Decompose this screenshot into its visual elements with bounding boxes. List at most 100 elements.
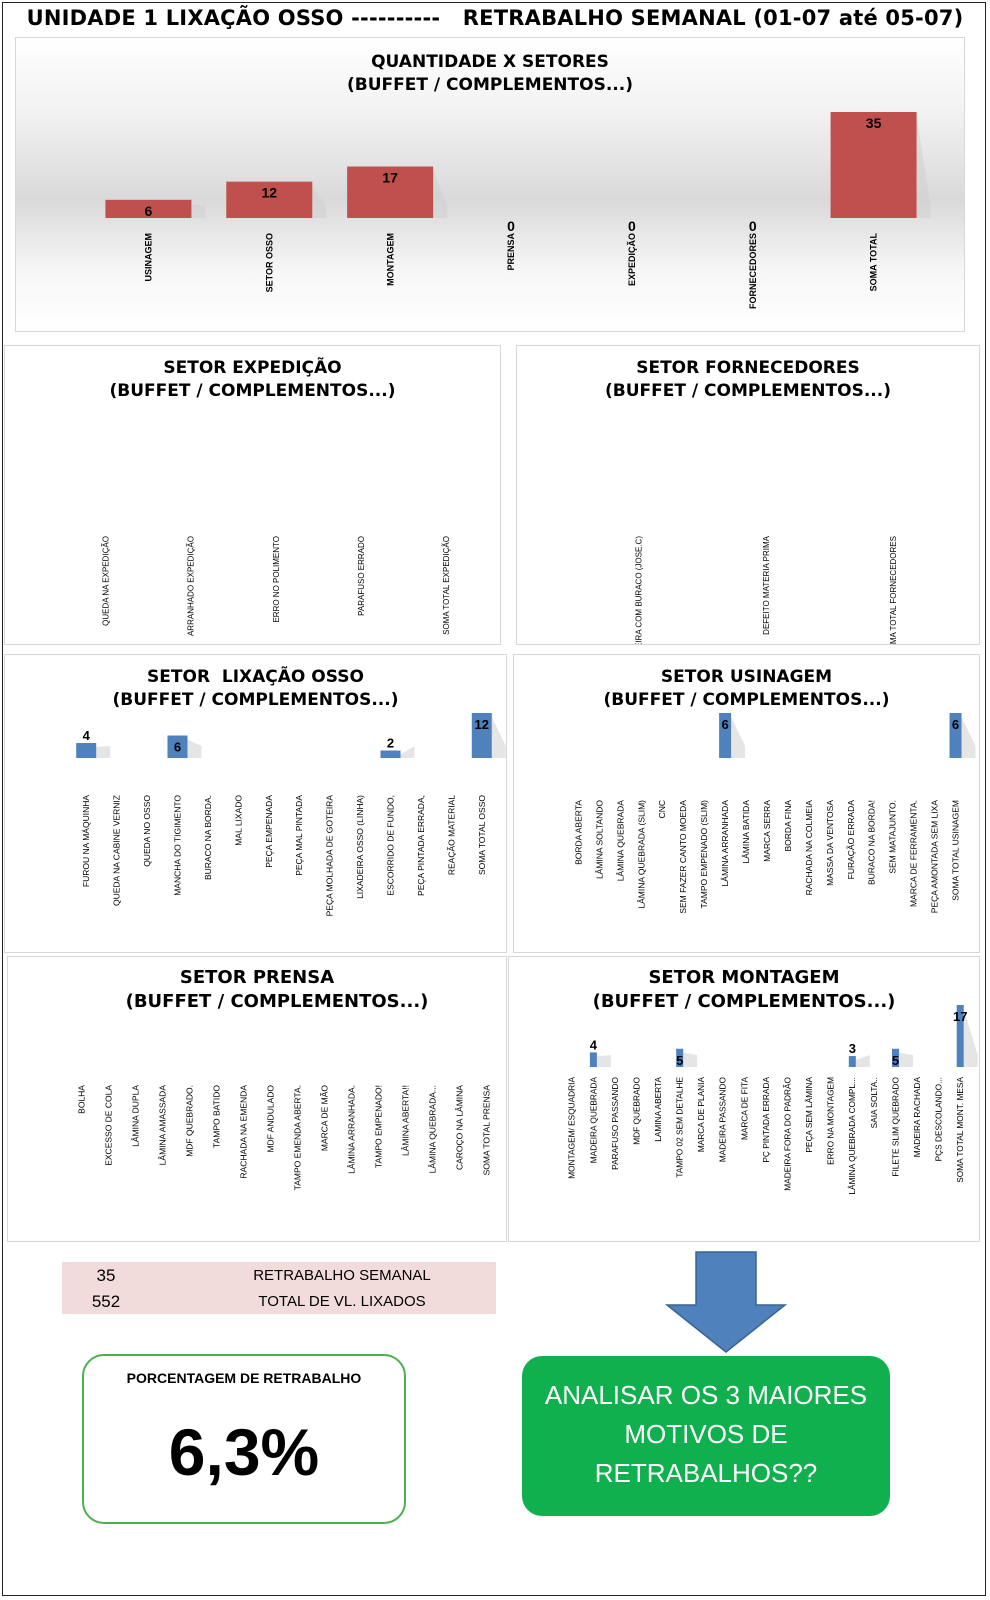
bar [956,1005,964,1067]
tick-label: MARCA DE PLANIA [696,1077,706,1153]
tick-label: LÂMINA DUPLA [130,1085,140,1147]
page-title: UNIDADE 1 LIXAÇÃO OSSO ---------- RETRAB… [26,6,964,30]
summary-value: 35 [96,1266,116,1285]
data-label: 6 [174,740,181,755]
tick-label: MARCA DE FERRAMENTA. [909,800,919,907]
bar-shadow [731,717,746,758]
data-label: 6 [145,203,153,219]
tick-label: PEÇA PINTADA ERRADA, [416,795,426,896]
chart-lixacao: 4 FUROU NA MÁQUINHA QUEDA NA CABINE VERNIZ… [76,713,506,916]
tick-label: MDF QUEBRADO. [184,1085,194,1157]
tick-label: TAMPO 02 SEM DETALHE [675,1077,685,1178]
tick-label: LÂMINA QUEBRADA COMPL... [847,1077,857,1195]
tick-label: LÂMINA QUEBRADA (SLIM) [636,800,646,909]
bar [471,713,492,758]
bar-shadow [187,739,202,758]
chart-panel-lixacao: SETOR LIXAÇÃO OSSO (BUFFET / COMPLEMENTO… [4,654,507,953]
tick-label: LIXADEIRA OSSO (LINHA) [355,795,365,899]
bar [719,713,732,758]
data-label: 6 [952,717,959,732]
chart-panel-prensa: SETOR PRENSA (BUFFET / COMPLEMENTOS...) … [7,956,507,1242]
tick-label: ERRO NO POLIMENTO [272,536,281,623]
tick-label: TAMPO EMPENADO (SLIM) [699,800,709,909]
data-label: 4 [590,1037,598,1052]
summary-value: 552 [91,1292,121,1311]
data-label: 17 [382,170,398,186]
tick-label: LAMINA ABERTA [653,1077,663,1142]
chart-title: SETOR PRENSA (BUFFET / COMPLEMENTOS...) [8,967,506,1012]
chart-usinagem: BORDA ABERTA LÂMINA SOLTANDO LÂMINA QUEBRA… [573,713,976,914]
data-label: 4 [83,728,91,743]
chart-title-line2: (BUFFET / COMPLEMENTOS...) [109,381,396,401]
data-label: 0 [507,218,515,234]
chart-title: SETOR FORNECEDORES (BUFFET / COMPLEMENTO… [517,358,979,401]
chart-title: SETOR EXPEDIÇÃO (BUFFET / COMPLEMENTOS..… [5,358,500,401]
bar-shadow [312,185,327,218]
bar-shadow [433,170,448,218]
data-label: 17 [953,1009,967,1024]
chart-fornecedores: MADEIRA COM BURACO (JOSE.C) DEFEITO MATER… [634,535,898,645]
tick-label: MARCA SERRA [762,800,772,862]
tick-label: MADEIRA RACHADA [912,1077,922,1158]
tick-label: SOMA TOTAL OSSO [477,795,487,875]
action-callout: ANALISAR OS 3 MAIORES MOTIVOS DE RETRABA… [522,1356,890,1516]
bar [105,199,192,218]
tick-label: LÂMINA ARRANHADA. [346,1085,356,1174]
data-label: 12 [261,185,277,201]
tick-label: CAROÇO NA LÂMINA [454,1085,464,1170]
tick-label: MADEIRA FORA DO PADRÃO [782,1076,792,1190]
tick-label: PEÇA AMONTADA SEM LIXA [930,800,940,914]
summary-row-retrabalho: 35 RETRABALHO SEMANAL [62,1262,496,1288]
tick-label: MADEIRA QUEBRADA [588,1077,598,1164]
tick-label: MARCA DE MÃO [319,1085,329,1152]
tick-label: FURAÇÃO ERRADA [846,800,856,880]
summary-label: TOTAL DE VL. LIXADOS [258,1293,426,1310]
chart-title-line2: (BUFFET / COMPLEMENTOS...) [605,381,891,401]
tick-label: SAIA SOLTA.. [869,1077,879,1128]
bar-shadow [191,203,206,218]
tick-label: EXCESSO DE COLA [103,1085,113,1166]
tick-label: SETOR OSSO [264,233,274,292]
bar [380,750,401,758]
tick-label: DEFEITO MATERIA PRIMA [762,535,771,634]
chart-title-line1: SETOR EXPEDIÇÃO [163,358,342,378]
bar-shadow [400,746,415,758]
tick-label: SOMA TOTAL PRENSA [481,1085,491,1176]
tick-label: ERRO NA MONTAGEM [826,1077,836,1165]
bar-shadow [855,1055,870,1067]
bar [589,1052,597,1067]
bar [830,112,917,218]
bar [676,1048,684,1067]
tick-label: PRENSA [506,233,516,271]
data-label: 35 [866,115,882,131]
data-label: 5 [676,1053,683,1068]
tick-label: MAL LIXADO [233,795,243,846]
tick-label: SOMA TOTAL [869,233,879,292]
tick-label: LÂMINA BATIDA [741,800,751,864]
tick-label: LÂMINA AMASSADA [157,1085,167,1166]
chart-panel-montagem: SETOR MONTAGEM (BUFFET / COMPLEMENTOS...… [508,956,980,1242]
chart-title: QUANTIDADE X SETORES (BUFFET / COMPLEMEN… [16,52,964,95]
chart-title-line2: (BUFFET / COMPLEMENTOS...) [603,690,890,710]
percentage-label: PORCENTAGEM DE RETRABALHO [126,1370,362,1386]
tick-label: MADEIRA COM BURACO (JOSE.C) [634,536,643,645]
chart-title-line1: SETOR MONTAGEM [648,967,840,988]
tick-label: USINAGEM [144,233,154,282]
percentage-value: 6,3% [168,1415,320,1489]
data-label: 12 [475,717,489,732]
tick-label: PEÇA MAL PINTADA [294,795,304,876]
tick-label: BORDA FINA [783,800,793,852]
tick-label: SEM MATAJUNTO. [888,800,898,874]
data-label: 0 [749,218,757,234]
tick-label: LÂMINA QUEBRADA... [427,1085,437,1173]
bar-shadow [96,746,111,758]
tick-label: PARAFUSO ERRADO [357,536,366,616]
tick-label: BURACO NA BORDA! [867,800,877,885]
action-line-2: MOTIVOS DE [624,1419,788,1449]
tick-label: SEM FAZER CANTO MOEDA [678,800,688,914]
chart-title-line2: (BUFFET / COMPLEMENTOS...) [125,991,429,1012]
bar-shadow [916,116,931,218]
tick-label: SOMA TOTAL FORNECEDORES [889,536,898,645]
bar [226,181,313,218]
chart-title: SETOR LIXAÇÃO OSSO (BUFFET / COMPLEMENTO… [5,667,506,710]
